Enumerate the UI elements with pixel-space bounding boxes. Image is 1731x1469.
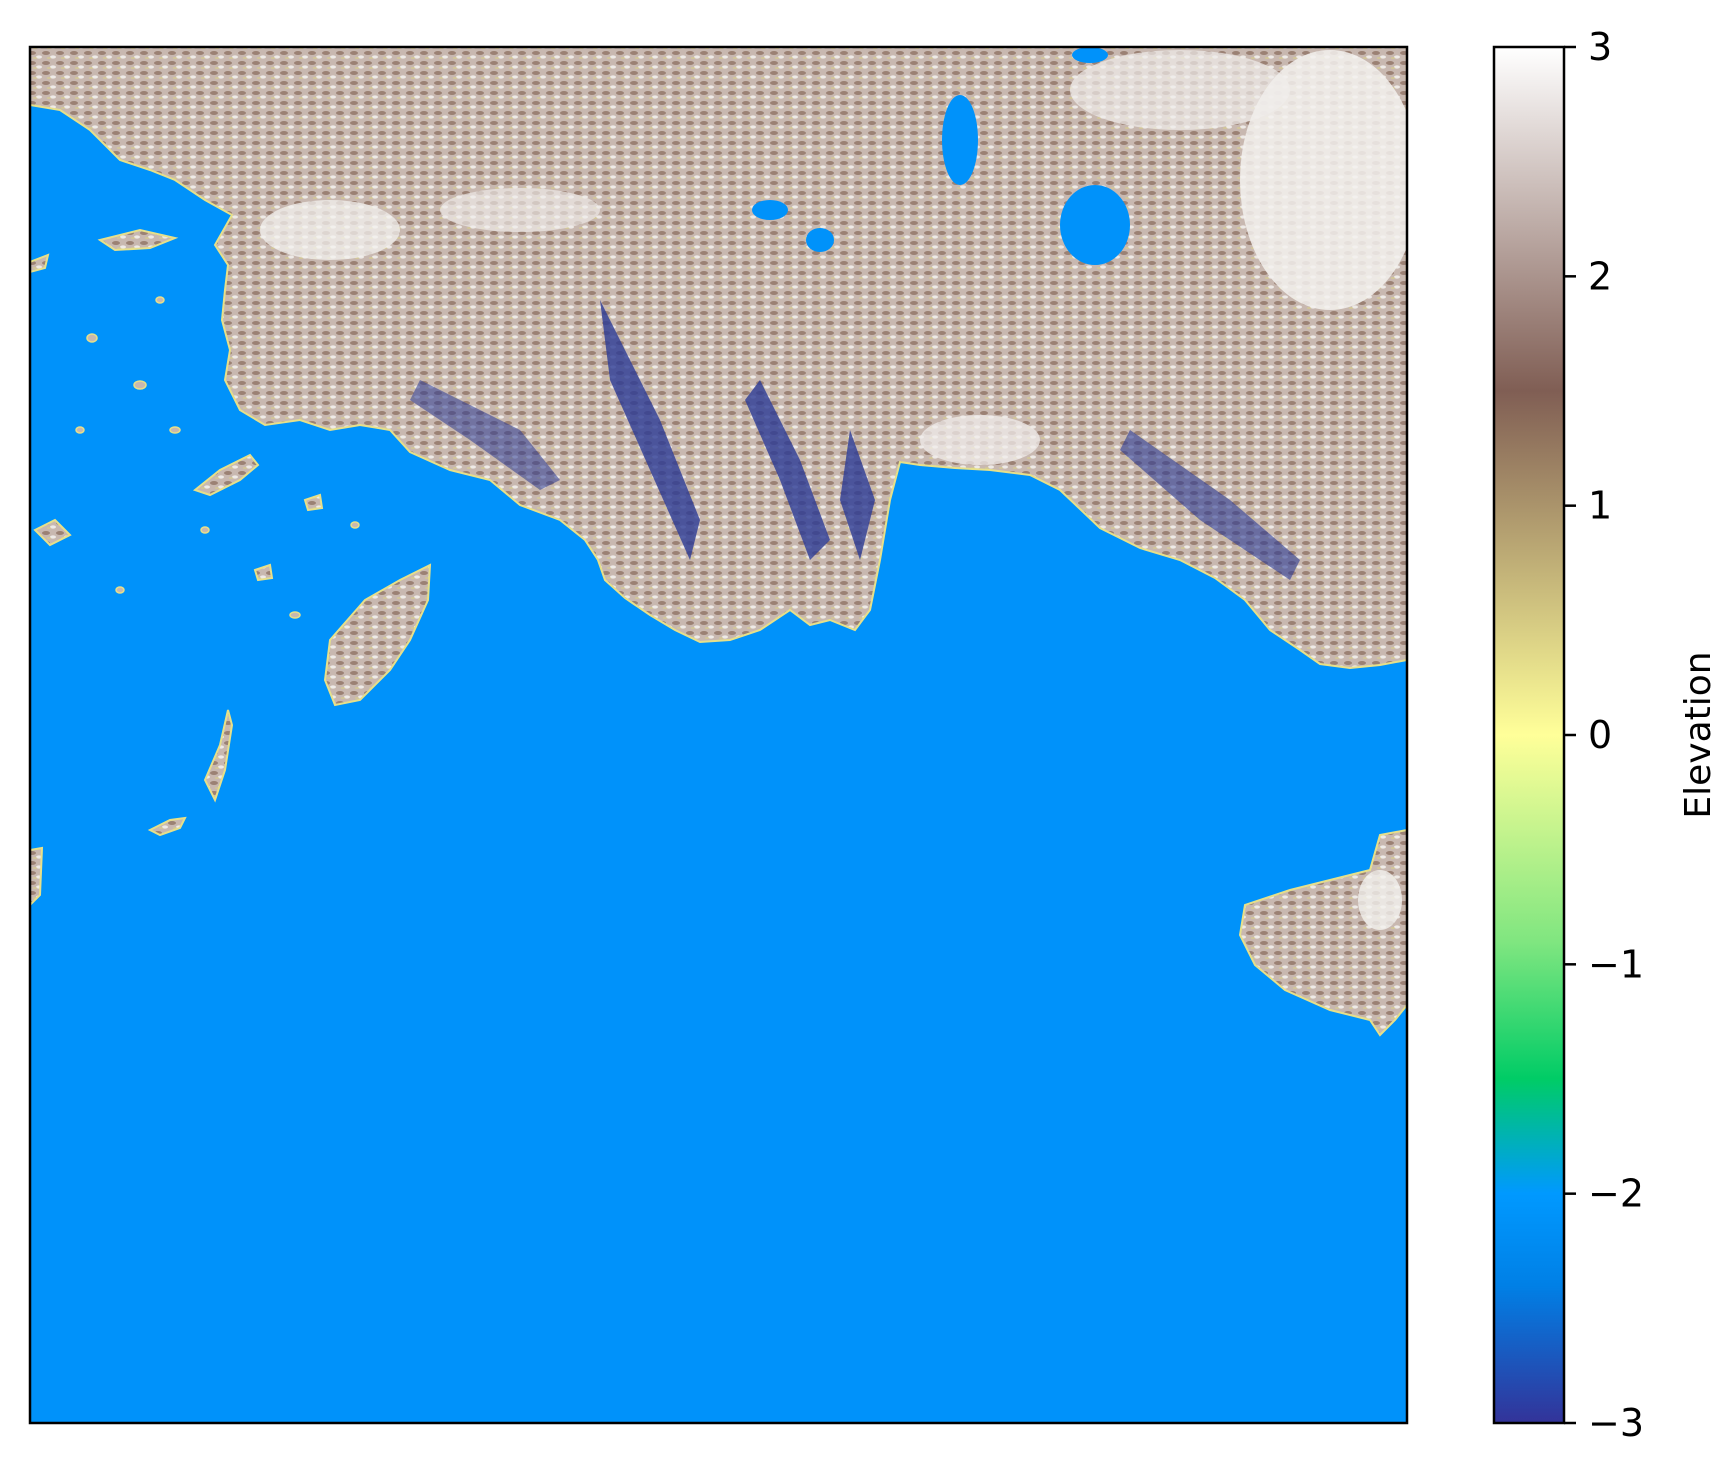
islets xyxy=(75,296,360,619)
map-frame xyxy=(28,45,1409,1425)
colorbar-tick-label: 2 xyxy=(1588,254,1612,298)
colorbar: 3 2 1 0 −1 −2 −3 Elevation xyxy=(1492,25,1719,1445)
colorbar-body xyxy=(1492,45,1566,1425)
colorbar-label: Elevation xyxy=(1678,651,1719,818)
colorbar-tick-label: −2 xyxy=(1588,1172,1644,1216)
colorbar-tick-label: −3 xyxy=(1588,1401,1644,1445)
islands xyxy=(30,228,1407,1037)
mainland-landmass xyxy=(30,47,1407,670)
colorbar-ticks: 3 2 1 0 −1 −2 −3 xyxy=(1564,25,1644,1445)
colorbar-tick-label: 1 xyxy=(1588,484,1612,528)
colorbar-tick-label: 0 xyxy=(1588,713,1612,757)
colorbar-tick-label: −1 xyxy=(1588,942,1644,986)
map-panel xyxy=(30,47,1407,1423)
colorbar-tick-label: 3 xyxy=(1588,25,1612,69)
